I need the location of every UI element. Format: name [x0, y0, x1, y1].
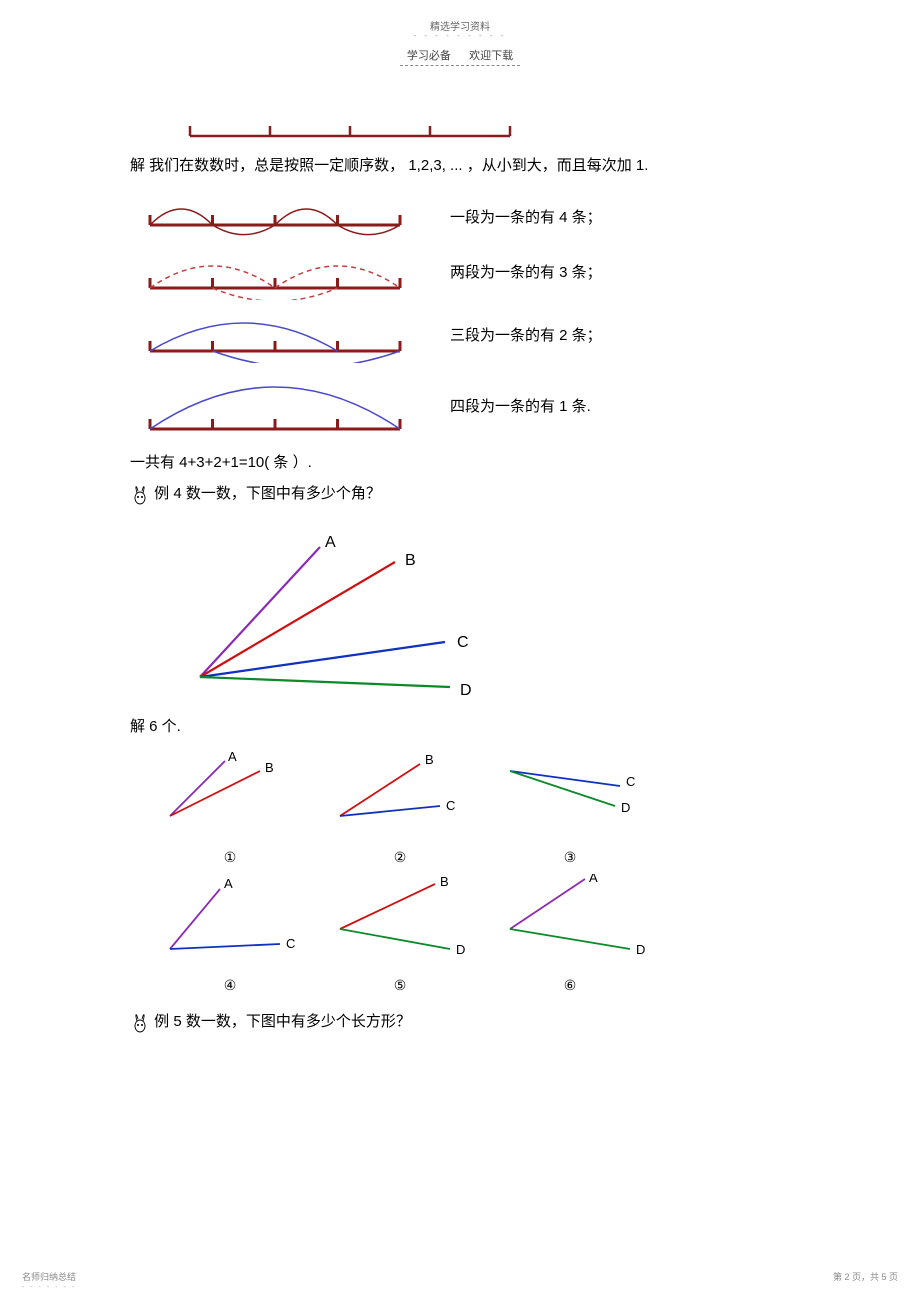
svg-text:C: C	[626, 774, 635, 789]
small-angle-number: ①	[150, 845, 310, 870]
svg-text:A: A	[589, 874, 598, 885]
small-angle-diagram: AD	[490, 874, 650, 964]
small-angle: CD ③	[490, 746, 650, 870]
svg-text:B: B	[405, 552, 416, 569]
segment-row: 四段为一条的有 1 条.	[140, 371, 790, 441]
small-angles-grid: AB①BC②CD③AC④BD⑤AD⑥	[150, 746, 790, 998]
small-angle-diagram: AB	[150, 746, 310, 836]
footer-dots: - - - - - - -	[22, 1284, 76, 1291]
svg-text:D: D	[456, 942, 465, 957]
svg-text:A: A	[325, 534, 336, 551]
small-angle-number: ④	[150, 973, 310, 998]
total-line: 一共有 4+3+2+1=10( 条 ）.	[130, 449, 790, 476]
footer-right: 第 2 页，共 5 页	[833, 1270, 898, 1283]
footer-left: 名师归纳总结	[22, 1270, 76, 1283]
segment-caption: 三段为一条的有 2 条；	[450, 322, 602, 349]
svg-text:C: C	[457, 634, 469, 651]
small-angle-diagram: CD	[490, 746, 650, 836]
header-sub-right: 欢迎下载	[469, 50, 513, 62]
header-sub: 学习必备 欢迎下载	[0, 47, 920, 63]
small-angle-number: ⑤	[320, 973, 480, 998]
segment-row: 两段为一条的有 3 条；	[140, 245, 790, 300]
segment-diagram	[140, 308, 410, 363]
small-angle-number: ②	[320, 845, 480, 870]
small-angle: BC②	[320, 746, 480, 870]
svg-text:B: B	[425, 752, 434, 767]
segment-row: 一段为一条的有 4 条；	[140, 197, 790, 237]
small-angle-diagram: BC	[320, 746, 480, 836]
small-angle-number: ⑥	[490, 973, 650, 998]
bunny-icon	[130, 482, 150, 506]
example5-title-row: 例 5 数一数，下图中有多少个长方形？	[130, 1008, 790, 1035]
svg-text:C: C	[446, 798, 455, 813]
svg-text:A: A	[224, 876, 233, 891]
segment-caption: 四段为一条的有 1 条.	[450, 393, 591, 420]
segment-caption: 一段为一条的有 4 条；	[450, 204, 602, 231]
small-angle: BD⑤	[320, 874, 480, 998]
header-dots: - - - - - - - - -	[0, 33, 920, 39]
segment-diagram	[140, 371, 410, 441]
example4-title: 例 4 数一数，下图中有多少个角？	[154, 485, 381, 502]
svg-text:D: D	[636, 942, 645, 957]
intro-text: 解 我们在数数时，总是按照一定顺序数， 1,2,3, ... ，从小到大，而且每…	[130, 152, 790, 179]
ruler-diagram	[180, 116, 520, 146]
small-angle-diagram: BD	[320, 874, 480, 964]
header-sub-left: 学习必备	[407, 50, 451, 62]
header-top: 精选学习资料	[0, 0, 920, 33]
bunny-icon	[130, 1010, 150, 1034]
example4-title-row: 例 4 数一数，下图中有多少个角？	[130, 480, 790, 507]
svg-text:C: C	[286, 936, 295, 951]
small-angle-diagram: AC	[150, 874, 310, 964]
small-angle-number: ③	[490, 845, 650, 870]
svg-text:D: D	[460, 682, 472, 699]
segment-rows: 一段为一条的有 4 条； 两段为一条的有 3 条； 三段为一条的有 2 条； 四段为一…	[140, 197, 790, 441]
small-angle: AC④	[150, 874, 310, 998]
svg-text:B: B	[265, 760, 274, 775]
example5-title: 例 5 数一数，下图中有多少个长方形？	[154, 1013, 411, 1030]
segment-caption: 两段为一条的有 3 条；	[450, 259, 602, 286]
page-content: 解 我们在数数时，总是按照一定顺序数， 1,2,3, ... ，从小到大，而且每…	[0, 66, 920, 1035]
svg-text:A: A	[228, 749, 237, 764]
segment-row: 三段为一条的有 2 条；	[140, 308, 790, 363]
angle-main-diagram: A B C D	[150, 517, 490, 707]
segment-diagram	[140, 245, 410, 300]
small-angle: AD⑥	[490, 874, 650, 998]
svg-text:D: D	[621, 800, 630, 815]
svg-text:B: B	[440, 874, 449, 889]
segment-diagram	[140, 197, 410, 237]
example4-answer: 解 6 个.	[130, 713, 790, 740]
small-angle: AB①	[150, 746, 310, 870]
